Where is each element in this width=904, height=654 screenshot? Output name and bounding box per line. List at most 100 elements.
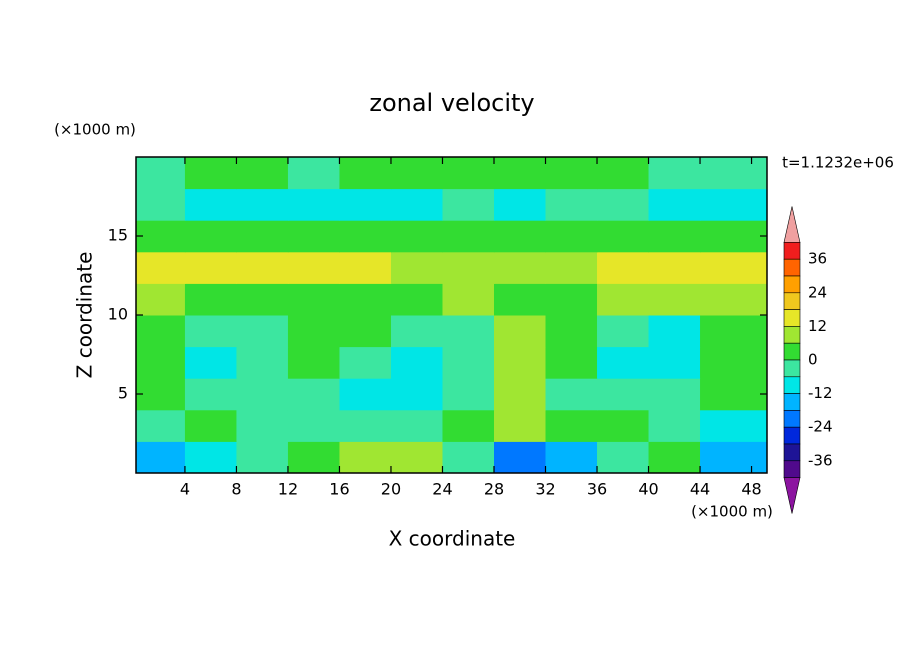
contour-cell xyxy=(390,378,443,411)
contour-cell xyxy=(236,188,289,221)
chart-title: zonal velocity xyxy=(369,89,534,117)
contour-cell xyxy=(493,251,547,284)
contour-cell xyxy=(339,188,392,221)
annotation: t=1.1232e+06 xyxy=(782,154,894,172)
x-axis-label: X coordinate xyxy=(389,527,516,551)
colorbar-box xyxy=(783,376,801,394)
contour-cell xyxy=(545,157,598,190)
contour-cell xyxy=(184,441,237,474)
contour-cell xyxy=(236,220,289,253)
contour-cell xyxy=(339,315,392,348)
contour-cell xyxy=(136,251,186,284)
contour-cell xyxy=(390,157,443,190)
contour-cell xyxy=(597,188,650,221)
contour-cell xyxy=(390,346,443,379)
contour-cell xyxy=(184,378,237,411)
contour-cell xyxy=(648,251,701,284)
contour-cell xyxy=(236,283,289,316)
colorbar-box xyxy=(783,326,801,344)
contour-cell xyxy=(545,346,598,379)
contour-cell xyxy=(700,315,768,348)
contour-cell xyxy=(136,409,186,442)
contour-cell xyxy=(493,378,547,411)
colorbar-tick-label: 12 xyxy=(808,317,827,335)
contour-cell xyxy=(339,441,392,474)
contour-cell xyxy=(648,346,701,379)
contour-cell xyxy=(339,346,392,379)
contour-cell xyxy=(287,283,340,316)
contour-cell xyxy=(545,220,598,253)
contour-cell xyxy=(136,441,186,474)
contour-cell xyxy=(493,441,547,474)
contour-cell xyxy=(545,409,598,442)
contour-cell xyxy=(184,409,237,442)
contour-cell xyxy=(136,283,186,316)
colorbar-box xyxy=(783,443,801,462)
contour-cell xyxy=(390,220,443,253)
contour-cell xyxy=(236,346,289,379)
contour-cell xyxy=(700,188,768,221)
contour-cell xyxy=(545,283,598,316)
x-tick-label: 28 xyxy=(484,480,504,499)
colorbar-box xyxy=(783,393,801,411)
contour-cell xyxy=(390,188,443,221)
contour-cell xyxy=(390,441,443,474)
contour-cell xyxy=(648,220,701,253)
contour-cell xyxy=(442,251,495,284)
contour-cell xyxy=(287,220,340,253)
contour-cell xyxy=(442,157,495,190)
contour-cell xyxy=(390,251,443,284)
contour-cell xyxy=(545,378,598,411)
contour-cell xyxy=(287,251,340,284)
contour-cell xyxy=(136,157,186,190)
contour-cell xyxy=(236,378,289,411)
contour-cell xyxy=(287,188,340,221)
contour-cell xyxy=(442,220,495,253)
contour-cell xyxy=(700,346,768,379)
contour-cell xyxy=(136,188,186,221)
colorbar-tick-label: 24 xyxy=(808,283,827,301)
contour-cell xyxy=(648,283,701,316)
contour-cell xyxy=(648,409,701,442)
contour-cell xyxy=(184,220,237,253)
contour-cell xyxy=(597,251,650,284)
colorbar-tick-label: -36 xyxy=(808,451,833,469)
contour-cell xyxy=(184,346,237,379)
colorbar-box xyxy=(783,426,801,445)
contour-cell xyxy=(184,157,237,190)
contour-cell xyxy=(493,409,547,442)
x-tick-label: 24 xyxy=(432,480,452,499)
contour-cell xyxy=(390,409,443,442)
contour-cell xyxy=(442,409,495,442)
colorbar-box xyxy=(783,342,801,361)
contour-cell xyxy=(339,251,392,284)
contour-cell xyxy=(597,409,650,442)
y-tick-label: 10 xyxy=(108,305,128,324)
contour-cell xyxy=(493,315,547,348)
contour-cell xyxy=(648,441,701,474)
colorbar-box xyxy=(783,275,801,294)
y-tick-label: 15 xyxy=(108,226,128,245)
contour-cell xyxy=(648,378,701,411)
contour-cell xyxy=(136,315,186,348)
contour-cell xyxy=(700,157,768,190)
y-axis-label: Z coordinate xyxy=(73,252,97,379)
colorbar-box xyxy=(783,410,801,428)
contour-cell xyxy=(236,157,289,190)
colorbar-box xyxy=(783,292,801,310)
contour-cell xyxy=(287,378,340,411)
x-tick-label: 48 xyxy=(741,480,761,499)
contour-cell xyxy=(184,251,237,284)
colorbar-tick-label: 36 xyxy=(808,250,827,268)
y-tick-label: 5 xyxy=(118,384,128,403)
contour-cell xyxy=(597,220,650,253)
contour-cell xyxy=(236,251,289,284)
colorbar-tick-label: 0 xyxy=(808,351,818,369)
contour-cell xyxy=(700,251,768,284)
contour-cell xyxy=(545,315,598,348)
contour-cell xyxy=(545,441,598,474)
contour-cell xyxy=(493,157,547,190)
contour-cell xyxy=(339,220,392,253)
contour-cell xyxy=(597,157,650,190)
